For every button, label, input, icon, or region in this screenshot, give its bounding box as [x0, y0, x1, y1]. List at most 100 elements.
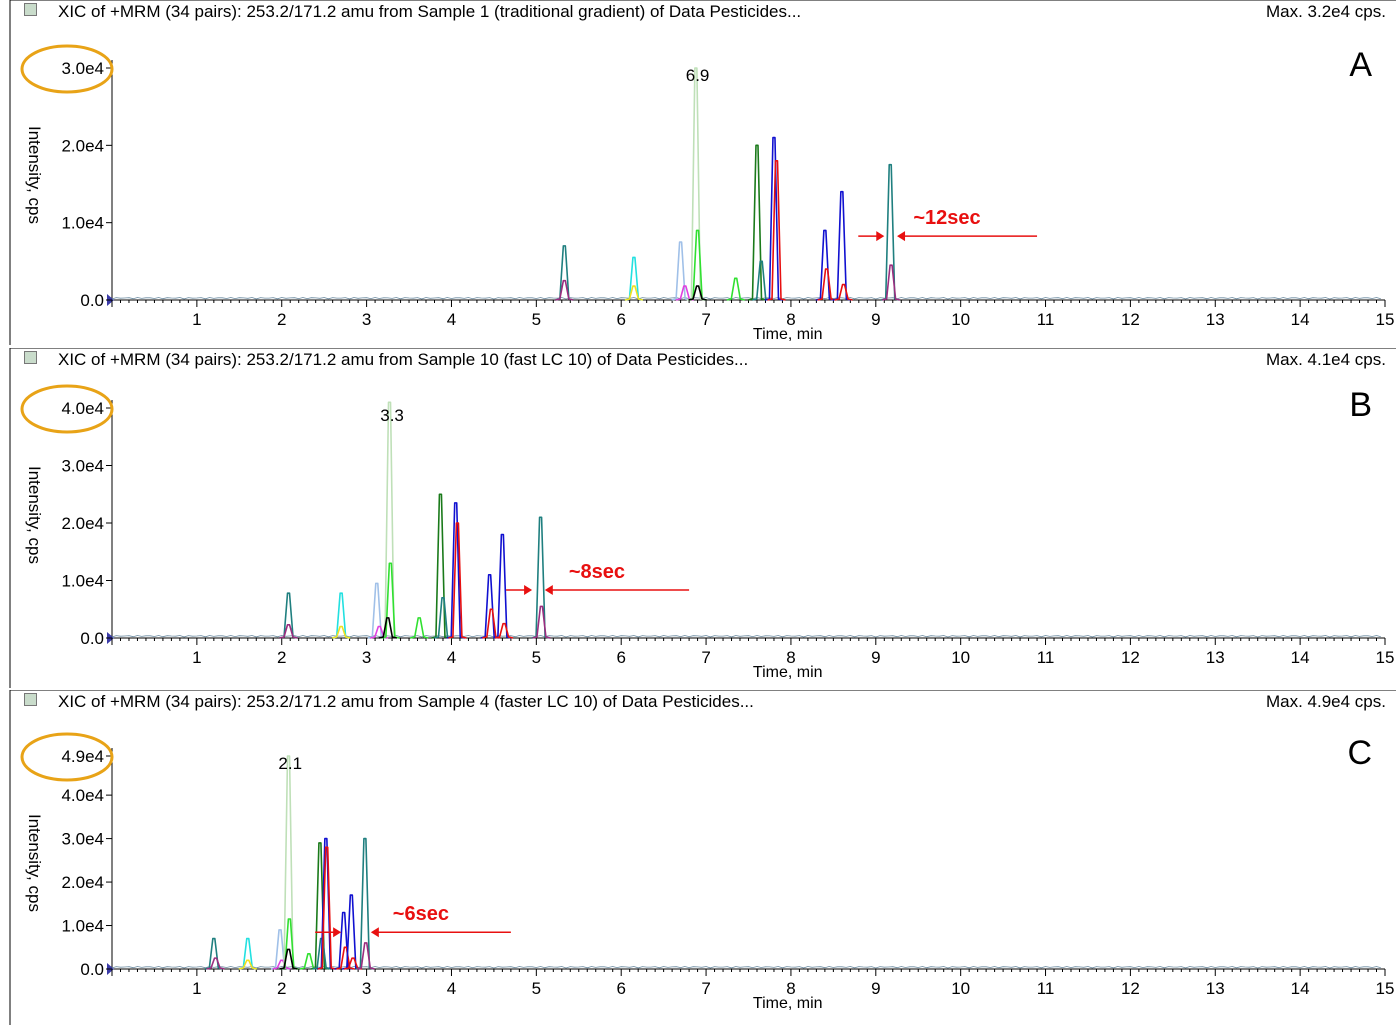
x-tick-label: 11	[1037, 648, 1055, 667]
peak-trace	[317, 846, 336, 970]
peak-trace	[686, 67, 706, 301]
peak-trace	[355, 837, 375, 970]
peak-trace	[555, 279, 574, 301]
chart-panel-a: 1 2 3 4 5 6 7 8 9 10 11 12 13 14 15 0.0 1.0e4 2.0e4 3.0e4 6…	[0, 0, 1396, 345]
x-tick-label: 5	[532, 310, 541, 329]
peak-trace	[747, 144, 767, 301]
panel-letter: A	[1349, 46, 1372, 84]
x-tick-label: 12	[1121, 648, 1140, 667]
x-tick-label: 7	[701, 979, 710, 998]
peak-trace	[279, 948, 298, 970]
peak-trace	[206, 957, 225, 970]
peak-trace	[336, 946, 355, 970]
peak-trace	[624, 285, 644, 301]
peak-trace	[334, 911, 353, 970]
chart-title: XIC of +MRM (34 pairs): 253.2/171.2 amu …	[58, 350, 749, 369]
x-tick-label: 1	[192, 979, 201, 998]
x-tick-label: 10	[951, 979, 970, 998]
peak-trace	[494, 622, 514, 639]
y-tick-label: 2.0e4	[61, 136, 104, 155]
y-tick-label: 0.0	[80, 629, 104, 648]
annotation-label: ~6sec	[393, 903, 449, 925]
chart-title: XIC of +MRM (34 pairs): 253.2/171.2 amu …	[58, 692, 754, 711]
x-tick-label: 13	[1206, 648, 1225, 667]
annotation-right-arrowhead	[897, 231, 906, 242]
peak-trace	[331, 625, 351, 639]
x-tick-label: 2	[277, 310, 286, 329]
y-tick-label: 0.0	[80, 291, 104, 310]
y-axis-label: Intensity, cps	[25, 814, 44, 912]
x-tick-label: 14	[1291, 310, 1310, 329]
max-intensity-label: Max. 4.1e4 cps.	[1265, 350, 1386, 369]
panel-letter: B	[1349, 386, 1372, 424]
y-tick-label: 1.0e4	[61, 572, 104, 591]
peak-trace	[881, 264, 901, 301]
peak-trace	[410, 617, 429, 639]
y-tick-label: 4.0e4	[61, 786, 104, 805]
peak-label: 6.9	[686, 66, 710, 85]
x-tick-label: 3	[362, 648, 371, 667]
peak-trace	[624, 256, 644, 301]
peak-trace	[380, 401, 399, 639]
chart-svg: 1 2 3 4 5 6 7 8 9 10 11 12 13 14 150.01.0e42.0e43.0e44…	[9, 690, 1396, 1025]
peak-trace	[272, 959, 291, 970]
peak-trace	[531, 516, 550, 639]
y-tick-label: 4.9e4	[61, 747, 104, 766]
x-tick-label: 5	[532, 648, 541, 667]
peak-trace	[832, 190, 852, 301]
peak-trace	[815, 229, 835, 301]
peak-trace	[356, 942, 375, 970]
y-tick-label: 1.0e4	[61, 214, 104, 233]
y-tick-label: 1.0e4	[61, 917, 104, 936]
x-tick-label: 15	[1376, 310, 1395, 329]
peak-trace	[767, 160, 786, 301]
x-tick-label: 5	[532, 979, 541, 998]
x-tick-label: 4	[447, 979, 456, 998]
series-checkbox	[24, 3, 37, 16]
highlight-ellipse	[20, 732, 114, 782]
chart-svg: 1 2 3 4 5 6 7 8 9 10 11 12 13 14 150.01.0e42.0e43.0e44…	[9, 348, 1396, 688]
annotation-left-arrowhead	[876, 231, 885, 242]
series-checkbox	[24, 693, 37, 706]
annotation-label: ~12sec	[913, 207, 980, 229]
x-tick-label: 3	[362, 979, 371, 998]
peak-trace	[238, 959, 257, 970]
peak-trace	[279, 592, 298, 639]
chart-panel-c: 1 2 3 4 5 6 7 8 9 10 11 12 13 14 15 0.0 1.0e4 2.0e4 3.0e4 4…	[0, 690, 1396, 1025]
annotation-right-arrowhead	[544, 585, 553, 595]
x-axis-label: Time, min	[752, 664, 823, 681]
x-tick-label: 6	[616, 979, 625, 998]
annotation-left-arrowhead	[333, 927, 342, 938]
peak-trace	[238, 937, 257, 970]
y-tick-label: 3.0e4	[61, 830, 104, 849]
x-tick-label: 2	[277, 648, 286, 667]
peak-trace	[532, 605, 551, 639]
x-tick-label: 11	[1037, 979, 1055, 998]
annotation-label: ~8sec	[569, 561, 625, 583]
peak-trace	[817, 268, 836, 301]
x-tick-label: 7	[701, 310, 710, 329]
x-tick-label: 3	[362, 310, 371, 329]
x-tick-label: 8	[786, 979, 795, 998]
x-tick-label: 10	[951, 648, 970, 667]
x-tick-label: 4	[447, 310, 456, 329]
x-tick-label: 4	[447, 648, 456, 667]
x-tick-label: 8	[786, 648, 795, 667]
y-tick-label: 0.0	[80, 960, 104, 979]
x-tick-label: 13	[1206, 310, 1225, 329]
x-axis-label: Time, min	[752, 326, 823, 343]
baseline-trace	[111, 635, 1381, 638]
y-tick-label: 3.0e4	[61, 457, 104, 476]
x-tick-label: 12	[1121, 310, 1140, 329]
annotation-right-arrowhead	[370, 927, 379, 938]
y-tick-label: 2.0e4	[61, 514, 104, 533]
highlight-ellipse	[20, 384, 114, 434]
y-axis-label: Intensity, cps	[25, 126, 44, 224]
x-tick-label: 1	[192, 310, 201, 329]
peak-trace	[688, 285, 707, 301]
peak-trace	[726, 277, 745, 301]
baseline-trace	[111, 966, 1381, 969]
peak-trace	[834, 283, 853, 301]
x-tick-label: 15	[1376, 648, 1395, 667]
